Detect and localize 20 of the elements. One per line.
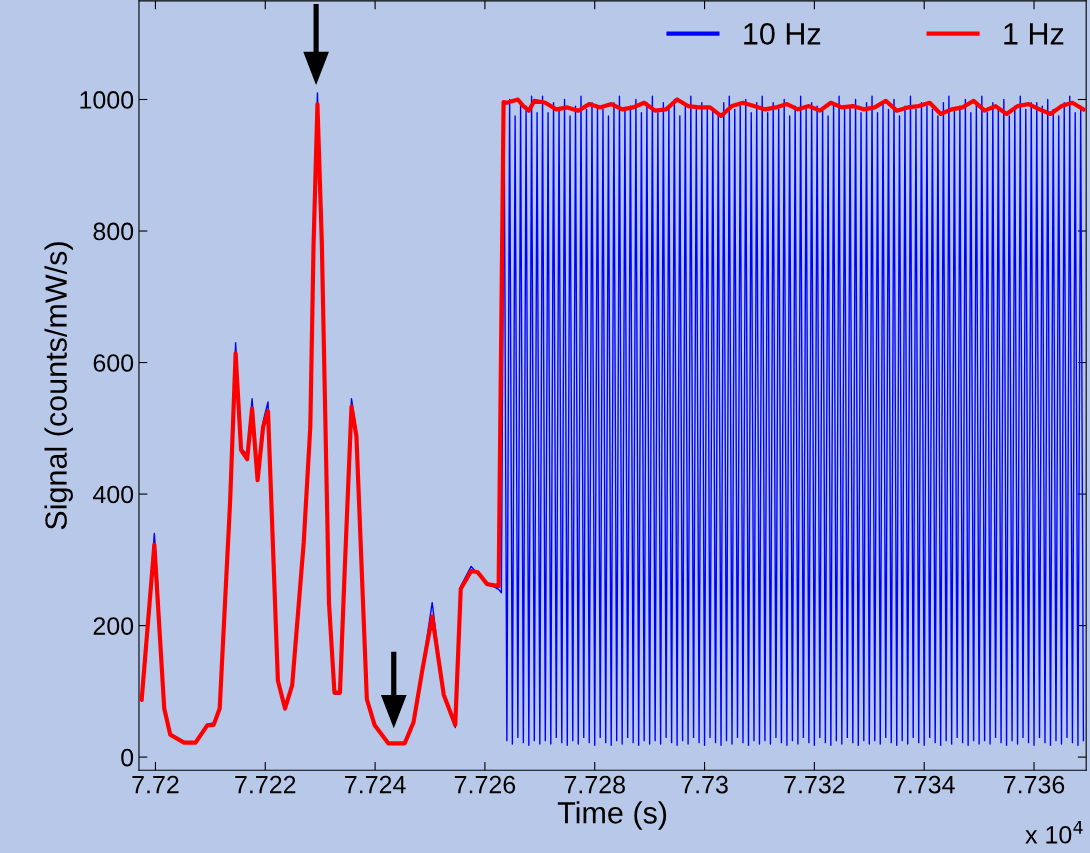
x-tick-label: 7.736	[1004, 775, 1065, 794]
x-tick-label: 7.734	[894, 775, 955, 794]
x-tick-label: 7.732	[784, 775, 845, 794]
x-tick-label: 7.726	[454, 775, 516, 794]
x-tick-label: 7.722	[235, 775, 296, 794]
text: x 10$^{4}$	[1025, 821, 1083, 844]
y-tick-label: 1000	[80, 91, 134, 109]
y-tick-label: 400	[92, 485, 134, 504]
x-tick-label: 7.72	[132, 775, 179, 794]
y-tick-label: 200	[93, 617, 134, 635]
x-tick-label: 7.73	[681, 775, 728, 794]
legend-label: 10 Hz	[744, 23, 821, 45]
y-tick-label: 800	[93, 222, 134, 241]
y-axis-title: Signal (counts/mW/s)	[44, 242, 73, 530]
legend-label: 1 Hz	[1004, 23, 1064, 45]
x-axis-title: Time (s)	[557, 801, 667, 830]
y-tick-label: 0	[121, 748, 134, 767]
x-tick-label: 7.728	[564, 775, 625, 794]
x-tick-label: 7.724	[345, 775, 406, 794]
y-tick-label: 600	[93, 354, 134, 372]
